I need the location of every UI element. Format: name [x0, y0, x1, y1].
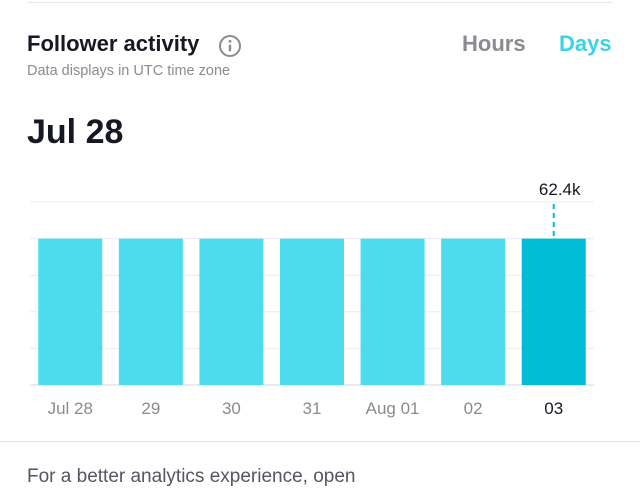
bar-3[interactable] [280, 238, 344, 385]
bar-2[interactable] [199, 238, 264, 385]
bar-1[interactable] [118, 238, 183, 385]
x-tick-label: Jul 28 [48, 399, 93, 418]
top-divider [27, 2, 613, 3]
selected-date: Jul 28 [27, 113, 124, 151]
bar-4[interactable] [360, 238, 425, 385]
x-tick-label: Aug 01 [366, 399, 420, 418]
x-tick-label: 31 [303, 399, 322, 418]
bar-0[interactable] [38, 238, 103, 385]
data-label: 62.4k [539, 180, 581, 199]
bottom-divider [0, 441, 640, 442]
tab-hours[interactable]: Hours [462, 31, 526, 56]
bar-5[interactable] [441, 238, 506, 385]
x-tick-label: 03 [544, 399, 563, 418]
bar-6[interactable] [521, 238, 586, 385]
follower-activity-chart[interactable]: Jul 28 29 30 31 Aug 01 02 03 62.4k [0, 170, 640, 425]
x-tick-label: 30 [222, 399, 241, 418]
info-icon[interactable] [218, 34, 242, 58]
x-tick-label: 02 [464, 399, 483, 418]
analytics-footer-text: For a better analytics experience, open [27, 466, 356, 487]
section-title: Follower activity [27, 31, 200, 56]
timezone-note: Data displays in UTC time zone [27, 63, 231, 79]
x-tick-label: 29 [141, 399, 160, 418]
tab-days[interactable]: Days [559, 31, 612, 56]
